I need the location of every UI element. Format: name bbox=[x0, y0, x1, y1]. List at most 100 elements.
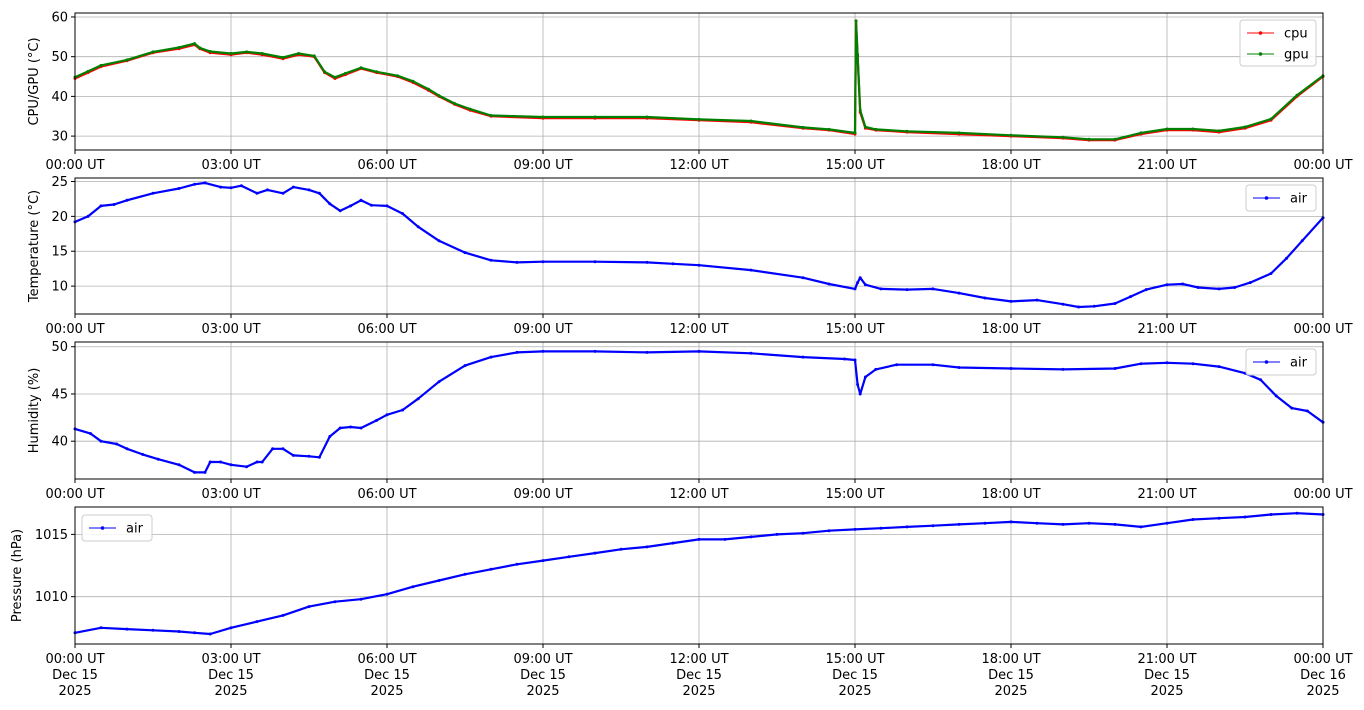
data-point bbox=[1290, 406, 1294, 410]
data-point bbox=[203, 470, 207, 474]
data-point bbox=[593, 551, 597, 555]
y-axis-label: Humidity (%) bbox=[27, 368, 42, 454]
data-point bbox=[312, 54, 316, 58]
data-point bbox=[193, 631, 197, 635]
data-point bbox=[1191, 518, 1195, 521]
legend-swatch-marker bbox=[1264, 360, 1269, 364]
x-tick-label: 21:00 UT bbox=[1137, 652, 1196, 667]
data-point bbox=[749, 535, 753, 539]
data-point bbox=[1139, 131, 1143, 135]
x-tick-label: 00:00 UT bbox=[1293, 322, 1352, 337]
data-point bbox=[801, 355, 805, 359]
x-tick-label: 00:00 UT bbox=[1293, 652, 1352, 667]
data-point bbox=[593, 115, 597, 119]
data-point bbox=[671, 541, 675, 545]
x-tick-label: Dec 15 bbox=[676, 668, 722, 683]
x-tick-label: 12:00 UT bbox=[669, 158, 728, 173]
legend-swatch-marker bbox=[1264, 196, 1269, 200]
data-point bbox=[369, 203, 373, 207]
data-point bbox=[115, 442, 119, 446]
data-point bbox=[463, 251, 467, 255]
data-point bbox=[697, 349, 701, 353]
legend-label: gpu bbox=[1284, 48, 1309, 63]
data-point bbox=[151, 191, 155, 195]
data-point bbox=[260, 52, 264, 55]
data-point bbox=[723, 537, 727, 541]
legend-swatch-marker bbox=[1258, 52, 1263, 56]
data-point bbox=[863, 283, 867, 287]
data-point bbox=[1269, 272, 1273, 275]
data-point bbox=[1217, 516, 1221, 520]
y-tick-label: 50 bbox=[51, 340, 68, 355]
data-point bbox=[931, 363, 935, 367]
y-tick-label: 1010 bbox=[35, 590, 68, 605]
data-point bbox=[385, 592, 389, 596]
data-point bbox=[541, 260, 545, 264]
data-point bbox=[208, 632, 212, 636]
data-point bbox=[697, 117, 701, 121]
data-point bbox=[1248, 281, 1252, 285]
data-point bbox=[1113, 137, 1117, 141]
data-point bbox=[1087, 137, 1091, 141]
data-point bbox=[1181, 282, 1185, 286]
data-point bbox=[1009, 520, 1013, 524]
data-point bbox=[229, 52, 233, 55]
x-tick-label: Dec 16 bbox=[1300, 668, 1346, 683]
data-point bbox=[328, 435, 332, 438]
x-tick-label: 00:00 UT bbox=[45, 652, 104, 667]
data-point bbox=[1217, 365, 1221, 369]
x-tick-label: 12:00 UT bbox=[669, 652, 728, 667]
data-point bbox=[1269, 117, 1273, 121]
data-point bbox=[359, 426, 363, 430]
data-point bbox=[1165, 521, 1169, 525]
data-point bbox=[151, 628, 155, 632]
data-point bbox=[141, 452, 145, 456]
x-tick-label: Dec 15 bbox=[1144, 668, 1190, 683]
data-point bbox=[645, 115, 649, 119]
data-point bbox=[489, 567, 493, 571]
data-point bbox=[317, 455, 321, 459]
data-point bbox=[801, 276, 805, 280]
data-point bbox=[957, 131, 961, 135]
x-tick-label: 21:00 UT bbox=[1137, 322, 1196, 337]
data-point bbox=[593, 349, 597, 353]
data-point bbox=[323, 70, 327, 74]
series-points-gpu bbox=[73, 19, 1325, 141]
data-point bbox=[245, 50, 249, 54]
data-point bbox=[359, 66, 363, 70]
data-point bbox=[1305, 409, 1309, 413]
data-point bbox=[645, 350, 649, 354]
data-point bbox=[333, 75, 337, 79]
data-point bbox=[99, 439, 103, 443]
x-tick-label: 15:00 UT bbox=[825, 487, 884, 502]
data-point bbox=[437, 380, 441, 384]
y-tick-label: 25 bbox=[51, 175, 68, 190]
data-point bbox=[489, 114, 493, 117]
data-point bbox=[1269, 513, 1273, 516]
data-point bbox=[853, 287, 857, 291]
x-tick-label: 00:00 UT bbox=[45, 322, 104, 337]
x-tick-label: 09:00 UT bbox=[513, 158, 572, 173]
data-point bbox=[151, 50, 155, 54]
data-point bbox=[338, 209, 342, 213]
data-point bbox=[1217, 287, 1221, 291]
data-point bbox=[801, 125, 805, 129]
data-point bbox=[749, 119, 753, 123]
x-tick-label: 2025 bbox=[682, 684, 715, 699]
x-tick-label: 06:00 UT bbox=[357, 322, 416, 337]
data-point bbox=[255, 460, 259, 464]
data-point bbox=[1009, 299, 1013, 303]
legend-label: cpu bbox=[1284, 27, 1308, 42]
data-point bbox=[619, 547, 623, 551]
x-tick-label: 06:00 UT bbox=[357, 652, 416, 667]
data-point bbox=[219, 460, 223, 464]
y-tick-label: 1015 bbox=[35, 528, 68, 543]
x-tick-label: 00:00 UT bbox=[45, 158, 104, 173]
x-tick-label: 09:00 UT bbox=[513, 322, 572, 337]
data-point bbox=[515, 260, 519, 264]
data-point bbox=[827, 529, 831, 533]
data-point bbox=[1217, 129, 1221, 133]
data-point bbox=[291, 453, 295, 457]
series-line-air bbox=[74, 512, 1324, 636]
data-point bbox=[416, 225, 420, 229]
